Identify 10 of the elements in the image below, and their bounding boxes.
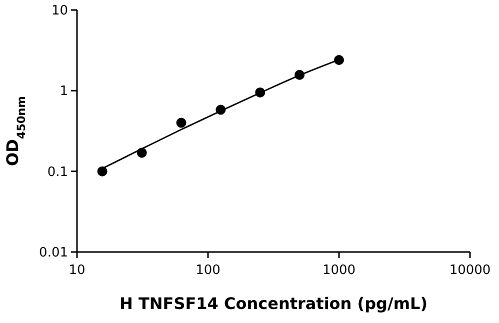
y-tick-label: 0.1 — [47, 164, 68, 180]
y-tick-label: 0.01 — [39, 246, 68, 261]
x-tick-label: 10 — [68, 263, 86, 278]
x-tick-label: 100 — [196, 263, 220, 278]
y-tick-label: 10 — [51, 4, 68, 19]
y-tick-label: 1 — [60, 84, 68, 100]
point — [176, 118, 186, 128]
x-axis-title: H TNFSF14 Concentration (pg/mL) — [120, 294, 428, 313]
x-tick-label: 10000 — [449, 263, 491, 278]
x-tick-label: 1000 — [322, 263, 356, 278]
